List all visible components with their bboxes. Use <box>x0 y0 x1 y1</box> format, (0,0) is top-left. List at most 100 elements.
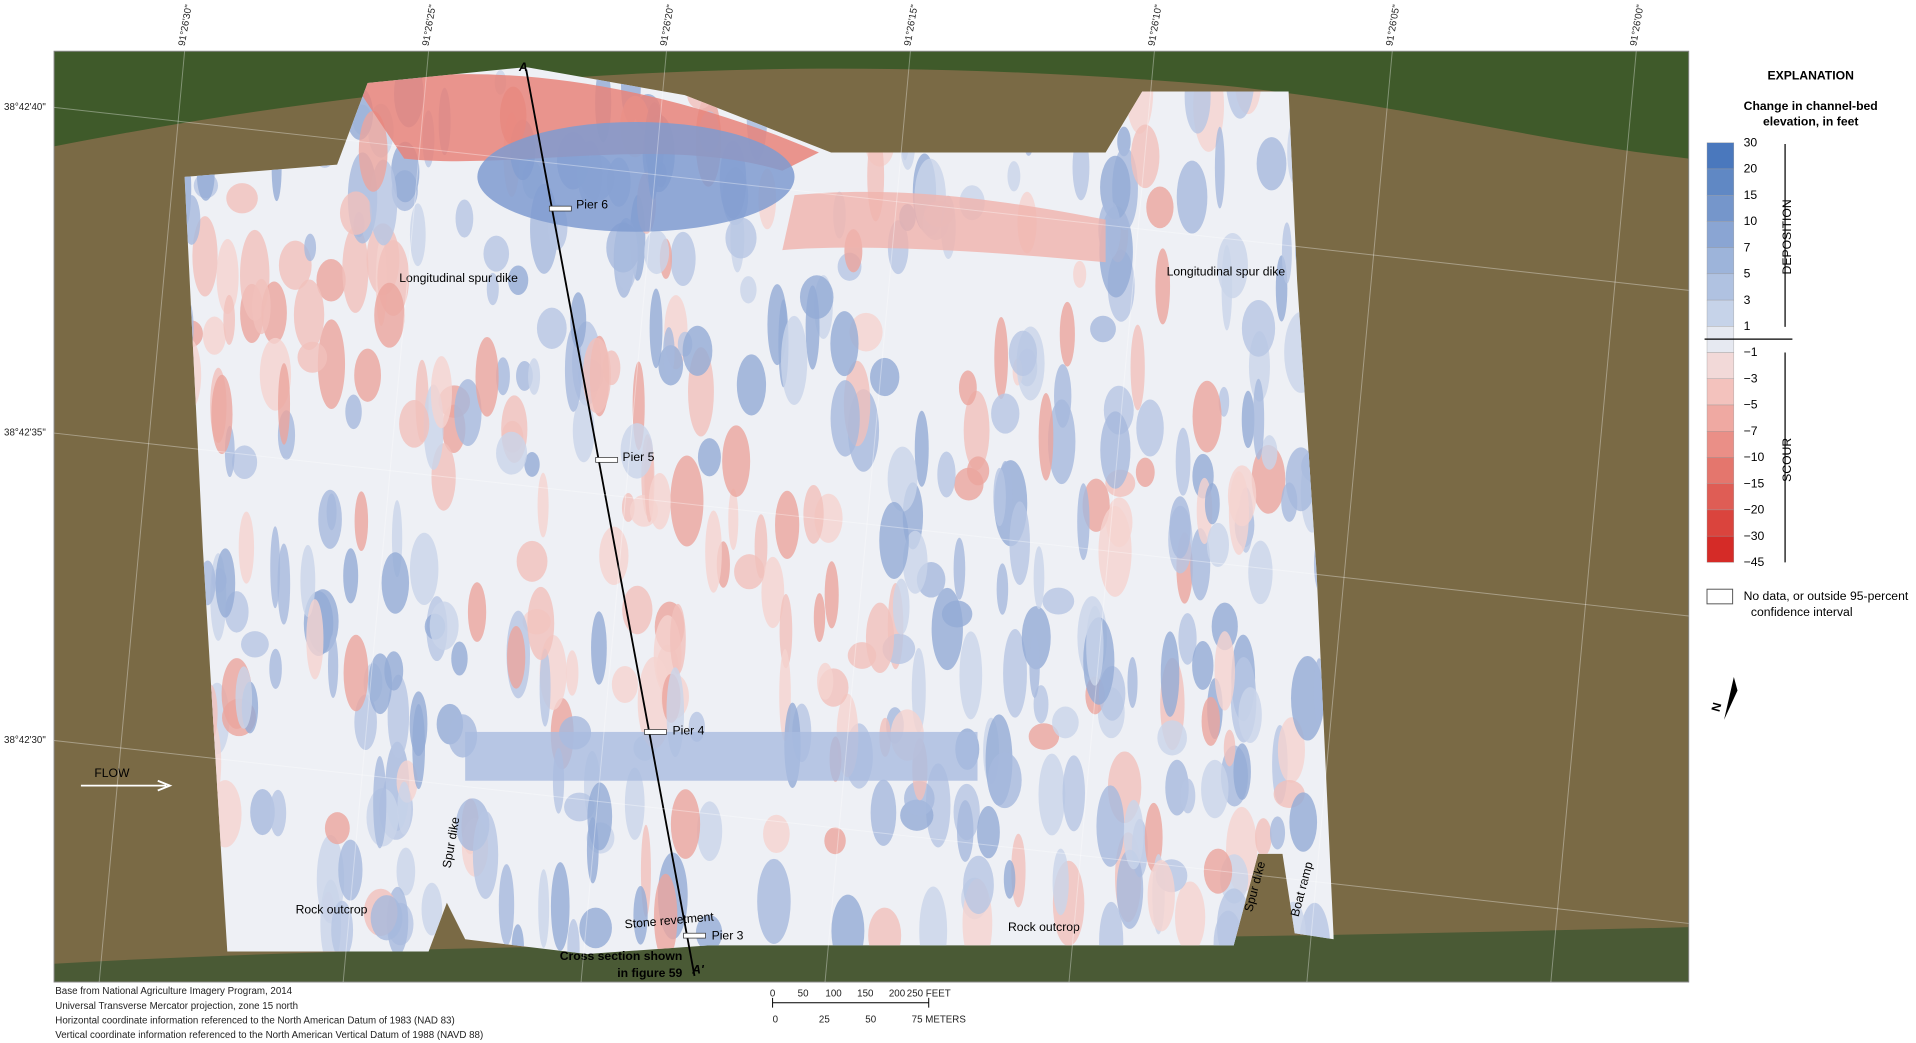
bed-change-patch <box>1213 910 1243 954</box>
north-arrow <box>1724 677 1738 720</box>
bed-change-patch <box>318 489 342 549</box>
section-start: A <box>518 60 528 74</box>
graticule-line <box>580 51 667 983</box>
bed-change-patch <box>830 380 860 457</box>
latitude-label: 38°42'30" <box>4 735 46 746</box>
map-label: Rock outcrop <box>296 903 368 917</box>
bed-change-patch <box>761 556 785 629</box>
bed-change-patch <box>454 379 482 447</box>
bed-change-patch <box>587 782 613 851</box>
bed-change-patch <box>1174 881 1206 953</box>
bed-change-patch <box>1054 364 1072 428</box>
no-data-label: confidence interval <box>1751 605 1853 619</box>
bed-change-patch <box>663 327 675 377</box>
bed-change-patch <box>779 594 793 669</box>
legend-tick: −3 <box>1744 371 1758 385</box>
bed-change-patch <box>620 423 653 479</box>
bed-change-patch <box>192 216 218 297</box>
graticule-line <box>98 51 186 983</box>
bed-change-patch <box>240 631 269 658</box>
map-border <box>53 50 1690 983</box>
scale-feet: 100 <box>825 989 842 1000</box>
bed-change-patch <box>682 325 713 376</box>
bed-change-patch <box>696 801 723 862</box>
bed-change-patch <box>722 425 751 498</box>
scale-feet: 150 <box>857 989 874 1000</box>
bed-change-patch <box>1147 859 1175 932</box>
pier <box>548 205 572 212</box>
bed-change-patch <box>622 585 653 635</box>
bed-change-patch <box>1277 717 1305 783</box>
bed-change-patch <box>508 265 529 295</box>
bed-change-patch <box>1062 755 1086 832</box>
bed-change-patch <box>1227 465 1257 527</box>
bed-change-patch <box>736 354 767 416</box>
bed-change-patch <box>1130 324 1145 411</box>
bed-change-patch <box>381 552 410 614</box>
bed-change-patch <box>343 548 359 604</box>
bed-change-patch <box>1007 161 1021 192</box>
bed-change-patch <box>409 203 426 267</box>
scale-meters: 75 METERS <box>912 1014 967 1025</box>
map-label: Pier 4 <box>673 723 705 737</box>
bed-change-patch <box>215 548 236 618</box>
credit: Horizontal coordinate information refere… <box>55 1015 454 1026</box>
bed-change-patch <box>565 650 579 696</box>
scour-band <box>782 191 1106 263</box>
bed-change-patch <box>633 885 648 945</box>
bed-change-patch <box>1252 378 1265 460</box>
credit: Universal Transverse Mercator projection… <box>55 1001 298 1012</box>
bed-change-patch <box>824 561 839 629</box>
legend-swatch <box>1706 509 1735 537</box>
bed-change-patch <box>697 438 721 477</box>
legend-swatch <box>1706 221 1735 248</box>
legend-swatch <box>1706 404 1735 432</box>
bed-change-patch <box>567 918 580 954</box>
legend-tick: 7 <box>1744 240 1751 254</box>
latitude-label: 38°42'40" <box>4 102 46 113</box>
bed-change-patch <box>725 217 757 259</box>
bed-change-patch <box>1003 629 1027 718</box>
bed-change-patch <box>977 806 1000 859</box>
bed-change-patch <box>538 869 550 948</box>
longitude-label: 91°26'30" <box>177 3 195 47</box>
bed-change-patch <box>550 862 570 951</box>
bed-change-patch <box>1099 901 1124 954</box>
bed-change-patch <box>374 282 405 348</box>
bed-change-patch <box>373 755 387 849</box>
bed-change-patch <box>902 530 928 594</box>
bed-change-patch <box>582 337 612 414</box>
bed-change-patch <box>1003 860 1016 899</box>
bed-change-patch <box>202 316 226 355</box>
longitude-label: 91°26'20" <box>659 3 677 47</box>
bed-change-patch <box>1256 137 1287 191</box>
bed-change-patch <box>1116 849 1144 929</box>
bed-change-patch <box>1192 641 1214 690</box>
bed-change-patch <box>1214 126 1225 209</box>
bed-change-patch <box>429 601 459 650</box>
bed-change-patch <box>277 543 291 625</box>
bed-change-patch <box>343 634 369 712</box>
bed-change-patch <box>537 472 549 538</box>
bed-change-patch <box>963 390 990 471</box>
legend-tick: −20 <box>1744 503 1765 517</box>
bed-change-patch <box>306 599 324 680</box>
bed-change-patch <box>1052 706 1079 739</box>
bed-change-patch <box>579 907 612 949</box>
bed-change-patch <box>1201 696 1220 746</box>
bed-change-patch <box>396 847 416 896</box>
bed-change-patch <box>958 370 977 406</box>
bed-change-patch <box>368 653 393 715</box>
bed-change-patch <box>498 864 515 946</box>
bed-change-patch <box>238 511 255 584</box>
bed-change-patch <box>339 191 372 235</box>
legend-title: EXPLANATION <box>1767 68 1853 82</box>
bed-change-patch <box>317 319 346 409</box>
bed-change-patch <box>1241 390 1255 449</box>
bed-change-patch <box>670 789 701 859</box>
legend-tick: −15 <box>1744 476 1765 490</box>
bed-change-patch <box>1038 393 1054 481</box>
bed-change-patch <box>1281 222 1292 284</box>
map-label: Longitudinal spur dike <box>399 271 518 285</box>
bed-change-patch <box>342 226 369 313</box>
